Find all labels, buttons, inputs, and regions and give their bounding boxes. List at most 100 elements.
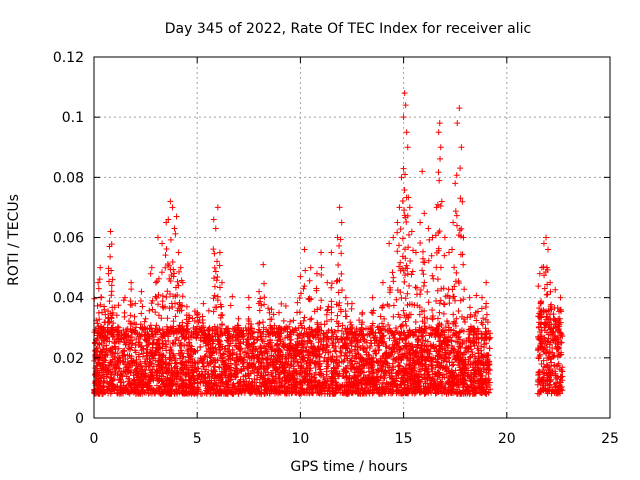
data-point bbox=[171, 225, 178, 232]
data-point bbox=[301, 314, 308, 321]
data-point bbox=[299, 385, 306, 392]
data-point bbox=[379, 304, 386, 311]
data-point bbox=[327, 348, 334, 355]
data-point bbox=[357, 354, 364, 361]
data-point bbox=[339, 322, 346, 329]
data-point bbox=[542, 364, 549, 371]
data-point bbox=[180, 384, 187, 391]
data-point bbox=[235, 358, 242, 365]
data-point bbox=[216, 363, 223, 370]
data-point bbox=[334, 381, 341, 388]
data-point bbox=[422, 390, 429, 397]
data-point bbox=[141, 332, 148, 339]
data-point bbox=[412, 318, 419, 325]
data-point bbox=[330, 388, 337, 395]
data-point bbox=[294, 299, 301, 306]
data-point bbox=[273, 388, 280, 395]
data-point bbox=[336, 299, 343, 306]
data-point bbox=[138, 310, 145, 317]
data-point bbox=[182, 358, 189, 365]
data-point bbox=[151, 336, 157, 343]
data-point bbox=[380, 332, 387, 339]
data-point bbox=[370, 354, 377, 361]
data-point bbox=[368, 340, 375, 347]
data-point bbox=[224, 332, 231, 339]
data-point bbox=[127, 298, 134, 305]
data-point bbox=[297, 320, 304, 327]
data-point bbox=[297, 273, 304, 280]
data-point bbox=[427, 348, 434, 355]
data-point bbox=[485, 327, 492, 334]
data-point bbox=[191, 317, 198, 324]
data-point bbox=[397, 259, 404, 266]
data-point bbox=[362, 325, 369, 332]
data-point bbox=[559, 373, 566, 380]
data-point bbox=[341, 368, 348, 375]
data-point bbox=[199, 313, 206, 320]
data-point bbox=[214, 204, 221, 211]
data-point bbox=[338, 349, 345, 356]
data-point bbox=[251, 339, 258, 346]
data-point bbox=[160, 352, 167, 359]
data-point bbox=[132, 300, 139, 307]
data-point bbox=[372, 384, 379, 391]
data-point bbox=[157, 367, 164, 374]
data-point bbox=[212, 268, 219, 275]
data-point bbox=[107, 374, 114, 381]
data-point bbox=[149, 353, 156, 360]
data-point bbox=[333, 301, 340, 308]
data-point bbox=[243, 383, 250, 390]
data-point bbox=[155, 384, 162, 391]
data-point bbox=[156, 377, 163, 384]
data-point bbox=[102, 357, 109, 364]
data-point bbox=[404, 270, 411, 277]
data-point bbox=[385, 345, 392, 352]
data-point bbox=[311, 375, 318, 381]
data-point bbox=[339, 287, 346, 294]
data-point bbox=[300, 389, 307, 396]
data-point bbox=[114, 370, 121, 377]
data-point bbox=[455, 334, 462, 341]
data-point bbox=[404, 342, 411, 349]
data-point bbox=[137, 333, 144, 340]
data-point bbox=[232, 373, 239, 380]
data-point bbox=[338, 358, 345, 365]
data-point bbox=[111, 355, 118, 362]
data-point bbox=[170, 318, 177, 325]
data-point bbox=[179, 333, 186, 340]
data-point bbox=[183, 359, 190, 366]
data-point bbox=[389, 360, 396, 367]
data-point bbox=[318, 338, 325, 345]
data-point bbox=[92, 340, 99, 347]
data-point bbox=[260, 366, 267, 373]
data-point bbox=[413, 350, 420, 357]
data-point bbox=[307, 384, 314, 391]
data-point bbox=[211, 386, 218, 393]
data-point bbox=[205, 380, 212, 387]
data-point bbox=[347, 340, 354, 347]
data-point bbox=[194, 384, 201, 391]
data-point bbox=[278, 300, 285, 307]
data-point bbox=[100, 327, 107, 334]
data-point bbox=[478, 368, 485, 375]
data-point bbox=[244, 342, 251, 349]
data-point bbox=[391, 334, 398, 341]
data-point bbox=[149, 344, 156, 351]
data-point bbox=[97, 264, 104, 271]
data-point bbox=[318, 272, 325, 279]
data-point bbox=[160, 380, 167, 387]
data-point bbox=[385, 329, 392, 336]
data-point bbox=[155, 312, 162, 319]
data-point bbox=[104, 367, 111, 374]
data-point bbox=[105, 308, 112, 315]
data-point bbox=[242, 348, 248, 355]
data-point bbox=[172, 360, 179, 367]
data-point bbox=[185, 339, 192, 346]
data-point bbox=[324, 307, 331, 314]
data-point bbox=[387, 390, 394, 397]
data-point bbox=[281, 364, 288, 371]
data-point bbox=[155, 301, 162, 308]
data-point bbox=[318, 384, 325, 391]
data-point bbox=[225, 378, 232, 385]
data-point bbox=[123, 326, 130, 333]
